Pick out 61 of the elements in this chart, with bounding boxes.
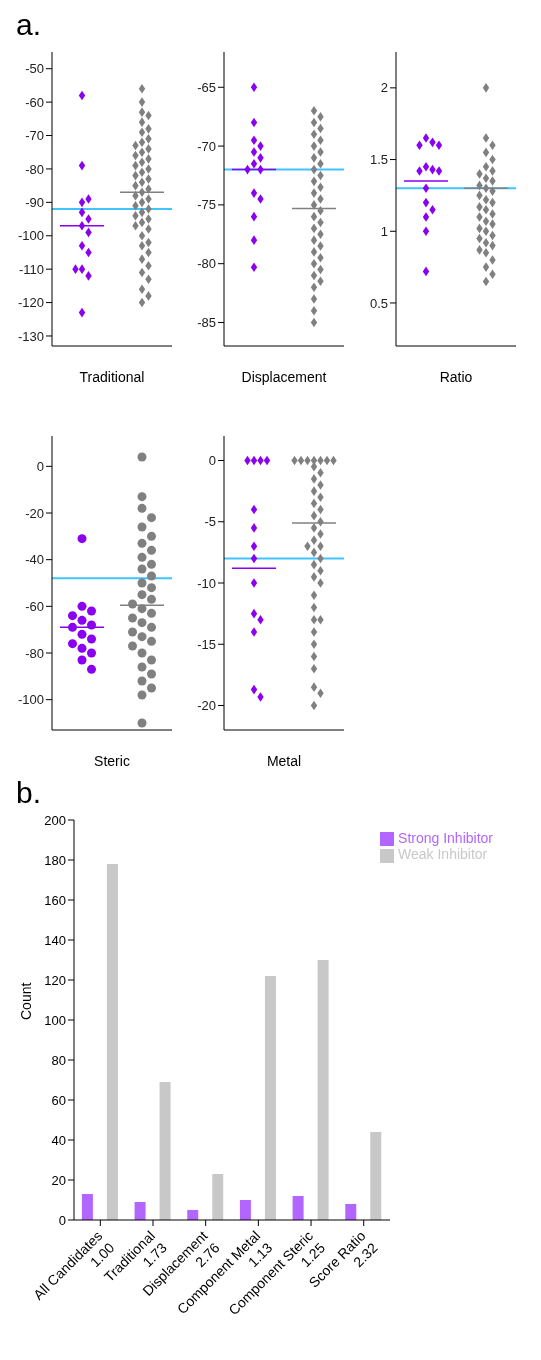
bar: [239, 1200, 251, 1220]
y-tick-label: -20: [25, 505, 44, 521]
y-tick-label: 20: [51, 1172, 66, 1188]
legend-label: Strong Inhibitor: [398, 830, 493, 846]
y-tick-label: -5: [204, 514, 216, 530]
y-tick-label: -15: [197, 636, 216, 652]
y-tick-label: -65: [197, 79, 216, 95]
y-tick-label: 0.5: [369, 295, 388, 311]
y-tick-label: 0: [208, 453, 216, 469]
y-tick-label: -110: [18, 261, 44, 277]
x-axis-title: Steric: [94, 753, 130, 769]
chart-title: b.: [15, 776, 43, 810]
y-tick-label: -80: [197, 256, 216, 272]
bar: [134, 1202, 146, 1220]
y-tick-label: -20: [197, 698, 216, 714]
y-tick-label: -90: [25, 194, 44, 210]
bar: [187, 1210, 199, 1220]
x-axis-title: Displacement: [241, 369, 327, 385]
x-axis-title: Traditional: [79, 369, 145, 385]
y-tick-label: 1: [380, 223, 388, 239]
y-tick-label: -70: [25, 128, 44, 144]
y-tick-label: -80: [25, 645, 44, 661]
y-tick-label: -100: [17, 692, 44, 708]
y-tick-label: -40: [25, 552, 44, 568]
bar: [81, 1194, 93, 1220]
y-tick-label: -70: [197, 138, 216, 154]
y-axis-title: Count: [17, 982, 34, 1020]
y-tick-label: -130: [17, 328, 44, 344]
bar: [345, 1204, 357, 1220]
x-axis-title: Metal: [266, 753, 302, 769]
y-tick-label: 60: [51, 1092, 66, 1108]
y-tick-label: -10: [197, 575, 216, 591]
y-tick-label: 0: [36, 458, 44, 474]
bar: [159, 1082, 171, 1220]
y-tick-label: 80: [51, 1052, 66, 1068]
y-tick-label: 180: [44, 852, 66, 868]
y-tick-label: -120: [17, 295, 44, 311]
y-tick-label: -50: [25, 61, 44, 77]
y-tick-label: -75: [197, 197, 216, 213]
y-tick-label: 0: [58, 1212, 66, 1228]
y-tick-label: 100: [44, 1012, 66, 1028]
bar: [317, 960, 329, 1220]
bar: [292, 1196, 304, 1220]
y-tick-label: 1.5: [369, 152, 388, 168]
y-tick-label: -60: [25, 598, 44, 614]
bar: [370, 1132, 382, 1220]
y-tick-label: -100: [17, 228, 44, 244]
y-tick-label: -80: [25, 161, 44, 177]
y-tick-label: 140: [44, 932, 66, 948]
y-tick-label: 40: [51, 1132, 66, 1148]
chart-title: a.: [15, 8, 43, 42]
bar: [106, 864, 118, 1220]
y-tick-label: 160: [44, 892, 66, 908]
x-axis-title: Ratio: [439, 369, 473, 385]
bar: [264, 976, 276, 1220]
bar: [212, 1174, 224, 1220]
y-tick-label: 200: [44, 812, 66, 828]
y-tick-label: -85: [197, 315, 216, 331]
y-tick-label: -60: [25, 94, 44, 110]
y-tick-label: 2: [380, 80, 388, 96]
y-tick-label: 120: [44, 972, 66, 988]
